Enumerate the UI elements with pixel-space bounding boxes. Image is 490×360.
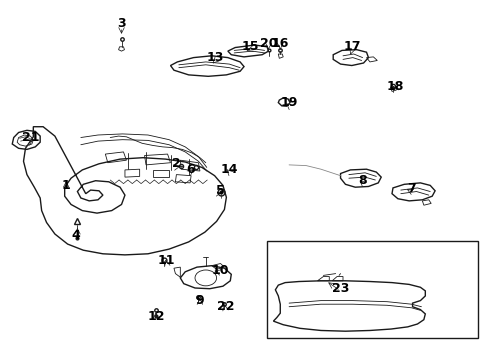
Text: 20: 20 [260, 37, 277, 50]
Text: 18: 18 [386, 80, 404, 93]
Text: 19: 19 [280, 96, 298, 109]
Text: 16: 16 [271, 37, 289, 50]
Text: 14: 14 [220, 163, 238, 176]
Text: 6: 6 [186, 163, 195, 176]
Text: 21: 21 [22, 131, 39, 144]
FancyBboxPatch shape [267, 241, 478, 338]
Text: 10: 10 [212, 264, 229, 276]
Text: 22: 22 [217, 300, 234, 313]
Text: 7: 7 [407, 183, 416, 195]
Text: 8: 8 [358, 174, 367, 186]
Text: 17: 17 [343, 40, 361, 53]
Text: 11: 11 [158, 255, 175, 267]
Text: 3: 3 [117, 17, 126, 30]
Text: 1: 1 [62, 179, 71, 192]
Text: 13: 13 [207, 51, 224, 64]
Text: 12: 12 [148, 310, 166, 323]
Text: 4: 4 [72, 229, 80, 242]
Text: 15: 15 [241, 40, 259, 53]
Text: 23: 23 [332, 282, 349, 294]
Text: 2: 2 [172, 157, 181, 170]
Text: 5: 5 [216, 184, 225, 197]
Text: 9: 9 [196, 294, 204, 307]
